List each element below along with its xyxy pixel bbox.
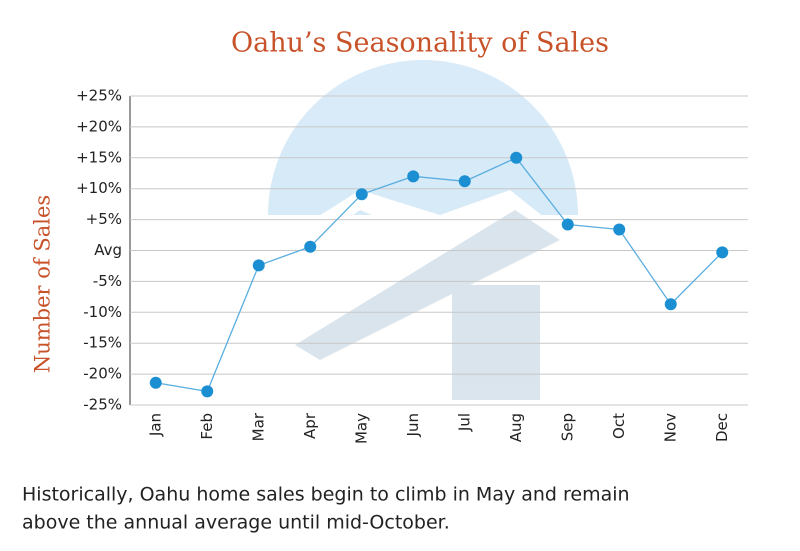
point [458,175,471,188]
point [407,170,420,183]
y-tick-label: +20% [76,117,122,135]
y-tick-label: +15% [76,148,122,166]
x-tick-label: Mar [249,412,267,441]
point [510,151,523,164]
chart-title: Oahu’s Seasonality of Sales [231,28,609,59]
x-tick-label: Apr [301,412,319,439]
x-tick-label: Sep [558,413,576,441]
y-axis-label: Number of Sales [31,195,55,373]
x-tick-label: Jun [404,413,422,437]
y-tick-label: +25% [76,87,122,105]
point [304,240,317,253]
watermark-arc [268,60,578,215]
x-tick-label: Aug [507,413,525,442]
point [716,246,729,259]
x-tick-label: Feb [198,413,216,440]
y-tick-label: -10% [83,303,122,321]
x-tick-label: Jul [455,413,473,432]
watermark-roof [265,190,585,260]
watermark-window [452,285,540,400]
point [613,223,626,236]
x-tick-label: Nov [661,413,679,442]
x-tick-label: Oct [610,413,628,439]
line [155,156,723,393]
point [252,259,265,272]
x-tick-label: Jan [146,413,164,437]
x-tick-label: Dec [713,413,731,442]
y-tick-label: +10% [76,179,122,197]
caption-line: Historically, Oahu home sales begin to c… [22,484,630,506]
point [355,188,368,201]
y-tick-label: Avg [94,241,122,259]
watermark-beam [295,210,560,360]
point [201,385,214,398]
point [664,298,677,311]
y-tick-label: -25% [83,396,122,414]
y-tick-label: -15% [83,334,122,352]
y-tick-label: -20% [83,365,122,383]
y-tick-label: -5% [93,272,122,290]
caption-line: above the annual average until mid-Octob… [22,512,450,534]
y-tick-label: +5% [86,210,122,228]
point [561,218,574,231]
x-tick-label: May [352,413,370,444]
point [149,376,162,389]
watermark [265,60,585,400]
